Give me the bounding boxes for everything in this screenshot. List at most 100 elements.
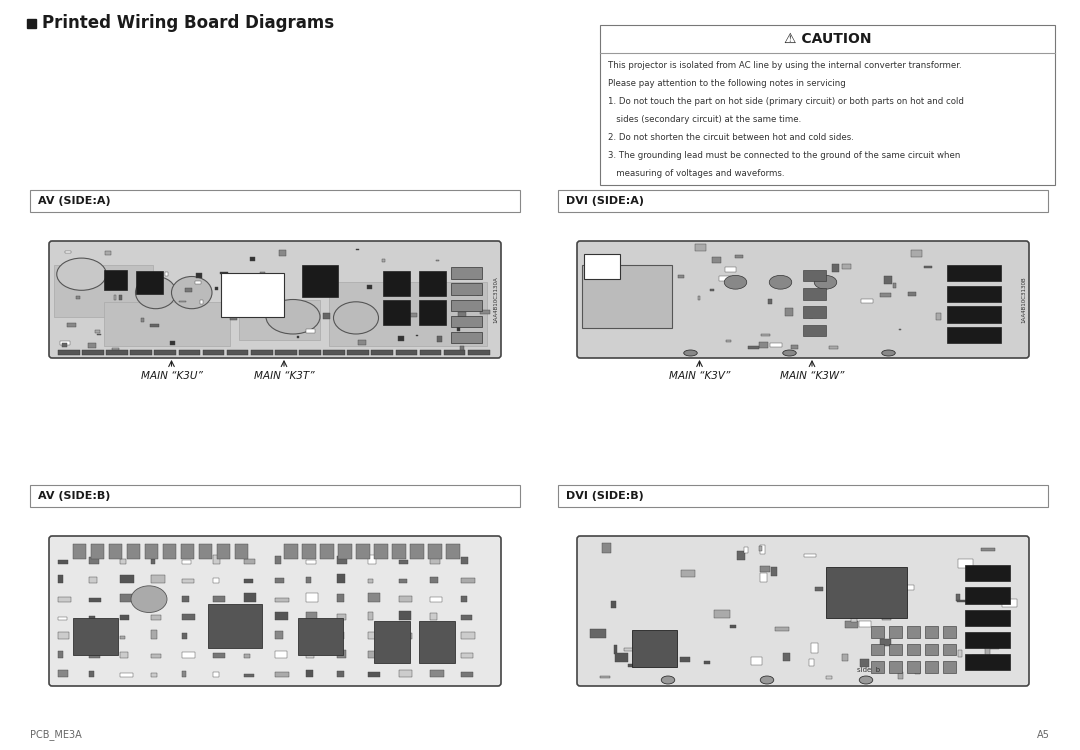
Bar (320, 544, 334, 560)
Bar (311, 278, 314, 280)
Bar (162, 544, 176, 560)
Bar (302, 544, 315, 560)
Bar (711, 290, 715, 291)
Bar (804, 288, 825, 299)
Bar (197, 273, 202, 278)
Bar (901, 585, 914, 590)
Bar (845, 621, 859, 628)
Bar (151, 560, 156, 564)
Bar (985, 646, 999, 649)
Ellipse shape (725, 275, 746, 290)
Bar (275, 671, 288, 677)
Bar (213, 596, 226, 602)
Text: MAIN “K3U”: MAIN “K3U” (140, 371, 202, 381)
Bar (862, 299, 873, 303)
Bar (244, 632, 254, 639)
Bar (461, 632, 474, 639)
Bar (113, 295, 116, 301)
Bar (947, 307, 1001, 322)
Bar (104, 302, 230, 346)
Bar (227, 350, 248, 355)
Bar (151, 596, 156, 602)
Bar (368, 612, 373, 620)
Bar (30, 485, 519, 507)
Ellipse shape (266, 299, 320, 334)
Bar (785, 308, 793, 316)
Ellipse shape (334, 302, 378, 334)
Bar (305, 284, 309, 288)
Bar (771, 568, 777, 576)
Bar (120, 636, 124, 639)
Bar (120, 652, 129, 658)
Bar (140, 317, 144, 322)
Ellipse shape (684, 350, 698, 356)
Bar (108, 544, 122, 560)
Bar (213, 632, 218, 639)
Bar (1002, 599, 1017, 608)
Bar (244, 579, 253, 583)
Bar (407, 313, 417, 316)
Bar (306, 560, 316, 564)
Bar (259, 272, 266, 274)
Bar (244, 674, 254, 677)
Bar (943, 644, 956, 656)
Bar (972, 655, 984, 662)
Bar (600, 25, 1055, 185)
FancyBboxPatch shape (577, 241, 1029, 358)
Bar (244, 559, 255, 564)
Bar (446, 544, 459, 560)
Bar (956, 594, 960, 601)
Bar (104, 269, 126, 290)
Bar (450, 299, 482, 311)
FancyBboxPatch shape (577, 536, 1029, 686)
Bar (957, 600, 969, 602)
Ellipse shape (881, 350, 895, 356)
Bar (842, 264, 851, 268)
Bar (171, 341, 175, 345)
Bar (454, 271, 460, 272)
Bar (58, 670, 68, 677)
Bar (804, 325, 825, 336)
Ellipse shape (783, 350, 796, 356)
Bar (981, 617, 995, 622)
Bar (985, 646, 989, 656)
Bar (183, 633, 187, 639)
FancyBboxPatch shape (49, 241, 501, 358)
Bar (213, 672, 219, 677)
Bar (624, 648, 637, 651)
Bar (861, 658, 869, 667)
Bar (760, 334, 770, 336)
Bar (151, 575, 164, 583)
Bar (734, 255, 743, 258)
Bar (213, 555, 219, 564)
Bar (337, 556, 348, 564)
Bar (368, 579, 373, 583)
Bar (851, 616, 858, 622)
Bar (924, 266, 932, 268)
Bar (383, 299, 410, 325)
Bar (558, 485, 1048, 507)
Bar (183, 671, 186, 677)
Bar (27, 19, 36, 28)
Text: 3. The grounding lead must be connected to the ground of the same circuit when: 3. The grounding lead must be connected … (608, 151, 960, 160)
Bar (966, 654, 1010, 670)
Bar (297, 619, 342, 656)
Bar (775, 627, 789, 632)
Text: AV (SIDE:B): AV (SIDE:B) (38, 491, 110, 501)
Bar (460, 346, 464, 350)
Bar (714, 610, 730, 618)
Bar (299, 350, 321, 355)
Bar (419, 621, 455, 663)
Bar (993, 614, 1003, 621)
Bar (450, 316, 482, 327)
Bar (72, 544, 86, 560)
Bar (337, 632, 345, 639)
Bar (820, 278, 824, 280)
Bar (430, 632, 436, 639)
Ellipse shape (769, 275, 792, 290)
Bar (307, 329, 314, 333)
Bar (468, 350, 489, 355)
Bar (368, 632, 381, 639)
Bar (297, 337, 299, 338)
Bar (111, 348, 119, 350)
